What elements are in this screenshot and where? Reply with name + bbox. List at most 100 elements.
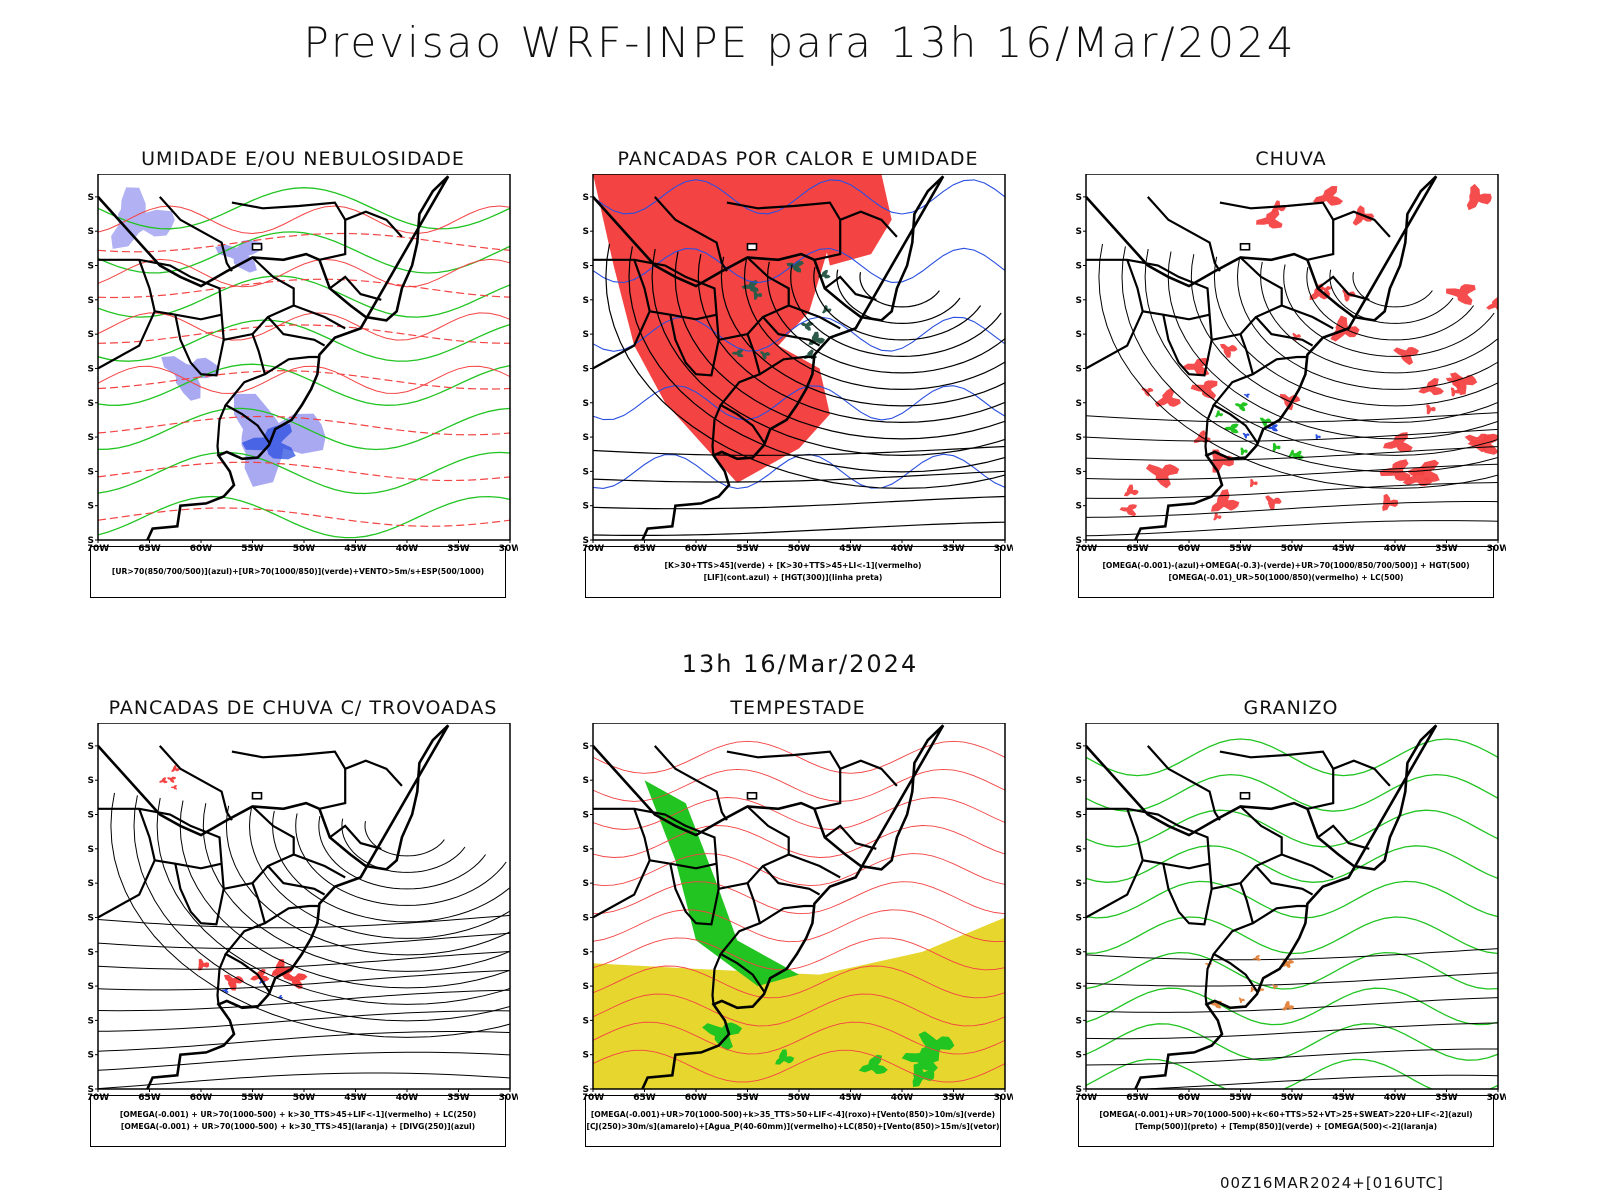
panel-title: GRANIZO [1243,697,1339,719]
contour-label: 9280 [821,174,841,176]
field-patch [426,435,453,454]
panel-legend: [OMEGA(-0.001)+UR>70(1000-500)+k>35_TTS>… [585,1095,1001,1147]
lat-tick-label: 27S [88,913,94,923]
height-contour [1236,259,1498,390]
lat-tick-label: 33S [88,982,94,992]
map-plot: -12 -12 -18 12 12S 15S 18S 21S 24S 27S 30S 33S 36S 39… [1076,723,1506,1101]
height-contour [697,254,1005,424]
country-border [1219,201,1335,261]
contour-line [98,312,510,341]
field-patch [476,262,502,280]
lat-tick-label: 42S [1076,536,1082,546]
field-patch [419,330,436,349]
panel-legend: [OMEGA(-0.001)+UR>70(1000-500)+k<60+TTS>… [1078,1095,1494,1147]
contour-line [98,363,510,406]
legend-line: [UR>70(850/700/500)](azul)+[UR>70(1000/8… [111,567,485,576]
lon-tick-label: 50W [293,544,316,552]
lon-tick-label: 65W [633,544,656,552]
country-border [1126,808,1210,870]
contour-label: 585 [1223,174,1238,176]
country-border [1239,256,1283,335]
contour-label: 9440 [706,174,726,176]
contour-line [1086,948,1498,961]
run-timestamp: 00Z16MAR2024+[016UTC] [1220,1174,1444,1192]
contour-label: 576 [1187,174,1202,176]
contour-line [98,275,510,318]
lon-tick-label: 55W [1229,1093,1252,1101]
contour-label: 585 [1345,174,1360,176]
lon-tick-label: 65W [138,1093,161,1101]
panel-title: CHUVA [1255,148,1327,170]
height-contour [133,795,510,1022]
height-contour [720,256,1005,407]
contour-line [593,247,1005,284]
field-patch [326,356,342,370]
contour-line [98,407,510,451]
humidity-area [111,187,175,249]
contour-label: 1012 [489,174,509,176]
lat-tick-label: 42S [583,1085,589,1095]
state-marker [251,791,263,800]
humidity-area [161,356,220,401]
contour-line [593,881,1005,915]
field-patch [1282,1001,1295,1011]
country-border [711,404,722,456]
lat-tick-label: 30S [583,399,589,409]
contour-line [98,278,510,299]
lat-tick-label: 18S [1076,811,1082,821]
country-border [1252,355,1307,376]
field-patch [1288,449,1298,457]
contour-line [593,853,1005,887]
lat-tick-label: 18S [88,811,94,821]
field-patch [1250,478,1258,488]
state-marker [746,242,758,251]
country-border [824,824,877,850]
country-border [344,210,403,238]
height-contour [1144,248,1498,456]
contour-line [1086,773,1498,812]
contour-line [1086,809,1498,848]
lon-tick-label: 55W [241,1093,264,1101]
contour-line [593,445,1005,457]
field-patch [1272,442,1281,452]
lon-tick-label: 70W [583,544,604,552]
lon-tick-label: 40W [396,544,419,552]
lon-tick-label: 55W [241,544,264,552]
contour-line [1086,1022,1498,1040]
contour-line [98,319,510,362]
lon-tick-label: 70W [88,544,109,552]
field-patch [166,776,177,783]
contour-line [1086,428,1498,442]
contour-label: 9600 [889,174,909,176]
contour-line [1086,972,1498,987]
lat-tick-label: 27S [583,913,589,923]
lon-tick-label: 70W [583,1093,604,1101]
field-patch [702,1022,743,1051]
lat-tick-label: 33S [583,982,589,992]
lat-tick-label: 36S [583,1016,589,1026]
contour-label: 9520 [740,174,760,176]
lat-tick-label: 42S [88,1085,94,1095]
lat-tick-label: 33S [583,433,589,443]
country-border [231,201,347,261]
country-border [174,863,225,926]
field-patch [198,958,210,971]
field-patch [1272,984,1278,990]
lat-tick-label: 36S [583,467,589,477]
contour-line [593,937,1005,971]
contour-label: 1012 [283,174,303,176]
country-border [839,210,898,238]
lat-tick-label: 30S [1076,399,1082,409]
field-patch [1190,380,1218,400]
lat-tick-label: 36S [1076,467,1082,477]
country-border [216,953,227,1005]
country-border [1317,275,1370,301]
country-border [1332,210,1391,238]
lon-tick-label: 30W [994,544,1013,552]
country-border [98,310,156,370]
contour-label: 582 [1431,174,1446,176]
field-patch [378,425,397,438]
lat-tick-label: 39S [583,1051,589,1061]
contour-label: 1008 [412,174,432,176]
contour-line [593,825,1005,858]
